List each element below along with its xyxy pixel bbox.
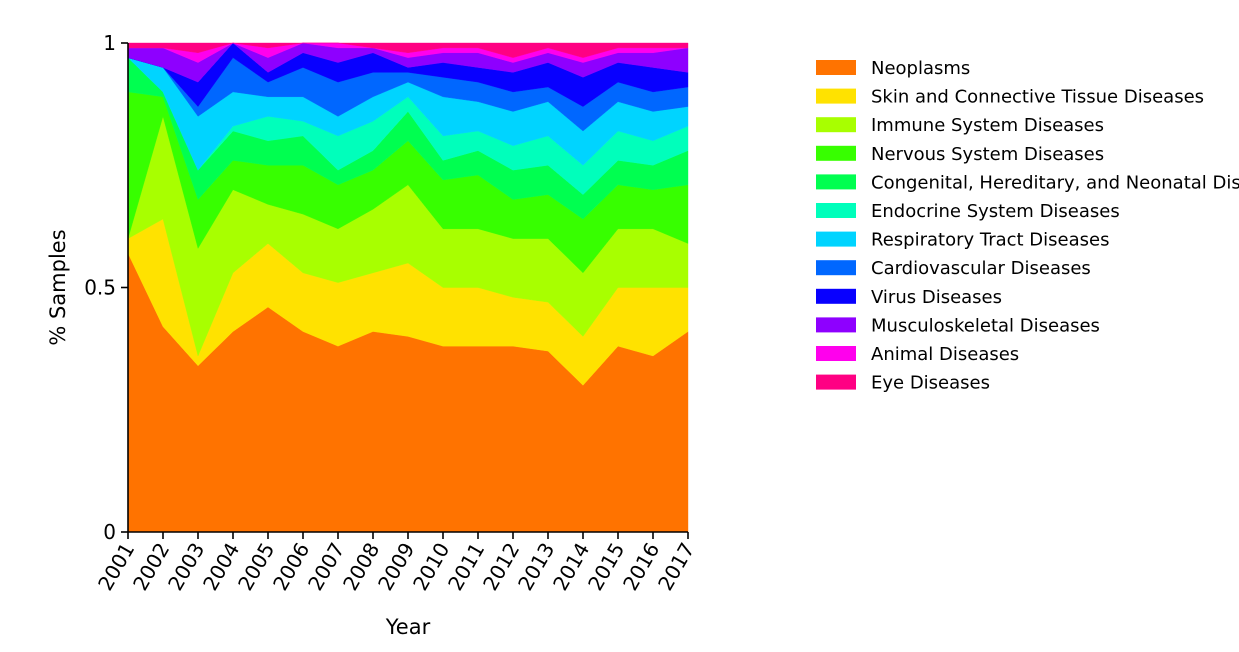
legend-label: Endocrine System Diseases [871, 201, 1120, 222]
area-eye-diseases [127, 42, 689, 58]
legend-label: Respiratory Tract Diseases [871, 230, 1109, 251]
y-tick-label: 1 [103, 31, 116, 55]
legend-swatch [816, 231, 856, 247]
legend-swatch [816, 117, 856, 133]
legend-swatch [816, 317, 856, 333]
legend-label: Immune System Diseases [871, 115, 1104, 136]
x-axis-title: Year [385, 615, 431, 639]
legend: Neoplasms Skin and Connective Tissue Dise… [816, 58, 1239, 394]
legend-swatch [816, 260, 856, 276]
x-ticks: 2001200220032004200520062007200820092010… [93, 532, 699, 595]
legend-swatch [816, 346, 856, 361]
legend-label: Congenital, Hereditary, and Neonatal Dis… [871, 172, 1239, 193]
x-tick-label: 2017 [653, 539, 699, 595]
legend-swatch [816, 60, 856, 75]
y-axis-title: % Samples [46, 229, 70, 345]
legend-swatch [816, 174, 856, 190]
legend-label: Cardiovascular Diseases [871, 258, 1091, 279]
legend-label: Nervous System Diseases [871, 144, 1104, 165]
y-tick-label: 0.5 [84, 276, 116, 300]
legend-label: Eye Diseases [871, 373, 990, 394]
legend-swatch [816, 374, 856, 390]
legend-swatch [816, 203, 856, 218]
legend-swatch [816, 145, 856, 161]
legend-label: Virus Diseases [871, 287, 1002, 308]
legend-label: Skin and Connective Tissue Diseases [871, 87, 1204, 108]
legend-swatch [816, 288, 856, 304]
legend-label: Neoplasms [871, 58, 970, 79]
y-ticks: 00.51 [84, 31, 128, 544]
legend-label: Musculoskeletal Diseases [871, 315, 1100, 336]
legend-label: Animal Diseases [871, 344, 1019, 365]
plot-areas [127, 42, 689, 533]
legend-swatch [816, 88, 856, 104]
y-tick-label: 0 [103, 520, 116, 544]
